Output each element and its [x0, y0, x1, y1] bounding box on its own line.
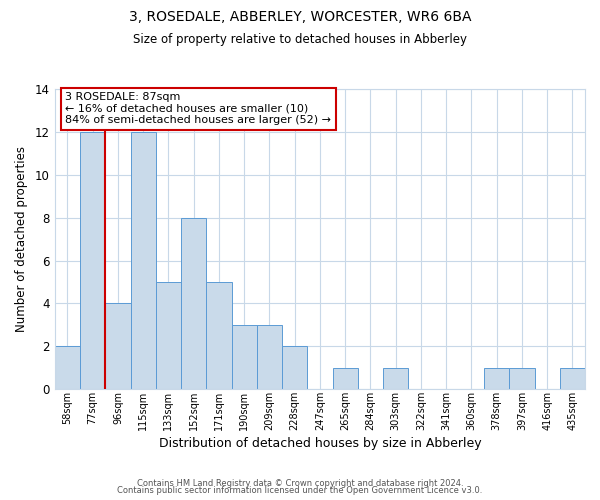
Bar: [232, 325, 257, 390]
Bar: [484, 368, 509, 390]
Bar: [282, 346, 307, 390]
Bar: [131, 132, 156, 390]
Bar: [509, 368, 535, 390]
Bar: [206, 282, 232, 390]
Text: Size of property relative to detached houses in Abberley: Size of property relative to detached ho…: [133, 32, 467, 46]
Bar: [257, 325, 282, 390]
Bar: [106, 304, 131, 390]
Bar: [332, 368, 358, 390]
Bar: [55, 346, 80, 390]
Text: Contains HM Land Registry data © Crown copyright and database right 2024.: Contains HM Land Registry data © Crown c…: [137, 478, 463, 488]
Y-axis label: Number of detached properties: Number of detached properties: [15, 146, 28, 332]
Bar: [181, 218, 206, 390]
Bar: [560, 368, 585, 390]
X-axis label: Distribution of detached houses by size in Abberley: Distribution of detached houses by size …: [158, 437, 481, 450]
Bar: [156, 282, 181, 390]
Bar: [80, 132, 106, 390]
Bar: [383, 368, 408, 390]
Text: Contains public sector information licensed under the Open Government Licence v3: Contains public sector information licen…: [118, 486, 482, 495]
Text: 3 ROSEDALE: 87sqm
← 16% of detached houses are smaller (10)
84% of semi-detached: 3 ROSEDALE: 87sqm ← 16% of detached hous…: [65, 92, 331, 125]
Text: 3, ROSEDALE, ABBERLEY, WORCESTER, WR6 6BA: 3, ROSEDALE, ABBERLEY, WORCESTER, WR6 6B…: [129, 10, 471, 24]
